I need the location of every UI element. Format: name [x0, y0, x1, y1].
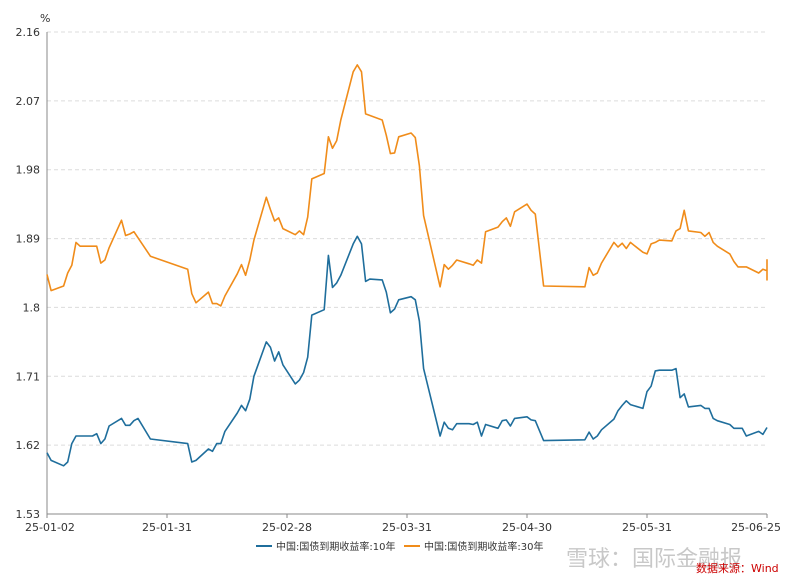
x-tick-label: 25-04-30 — [502, 521, 552, 534]
y-tick-labels: 2.16 2.07 1.98 1.89 1.8 1.71 1.62 1.53 — [16, 26, 41, 521]
y-unit-label: % — [40, 12, 50, 25]
source-note: 数据来源：Wind — [696, 561, 779, 575]
series-lines — [46, 64, 768, 467]
y-tick-label: 2.07 — [16, 95, 41, 108]
legend-label-30y: 中国:国债到期收益率:30年 — [424, 540, 543, 553]
x-tick-labels: 25-01-02 25-01-31 25-02-28 25-03-31 25-04-30… — [25, 514, 781, 534]
series-line-30y — [46, 64, 768, 307]
y-tick-label: 1.71 — [16, 370, 41, 383]
legend-label-10y: 中国:国债到期收益率:10年 — [276, 540, 395, 553]
x-tick-label: 25-06-25 — [731, 521, 781, 534]
y-tick-label: 1.62 — [16, 439, 41, 452]
y-tick-label: 1.89 — [16, 233, 41, 246]
x-tick-label: 25-03-31 — [382, 521, 432, 534]
y-tick-label: 1.8 — [23, 301, 41, 314]
watermark: 雪球：国际金融报 — [566, 547, 742, 572]
series-line-10y — [46, 235, 768, 467]
axes — [46, 32, 767, 515]
grid-lines — [47, 31, 767, 446]
x-tick-label: 25-01-02 — [25, 521, 75, 534]
x-tick-label: 25-02-28 — [262, 521, 312, 534]
legend: 中国:国债到期收益率:10年 中国:国债到期收益率:30年 — [256, 540, 543, 553]
x-tick-label: 25-05-31 — [622, 521, 672, 534]
x-tick-label: 25-01-31 — [142, 521, 192, 534]
y-tick-label: 1.53 — [16, 508, 41, 521]
y-tick-label: 1.98 — [16, 164, 41, 177]
y-tick-label: 2.16 — [16, 26, 41, 39]
